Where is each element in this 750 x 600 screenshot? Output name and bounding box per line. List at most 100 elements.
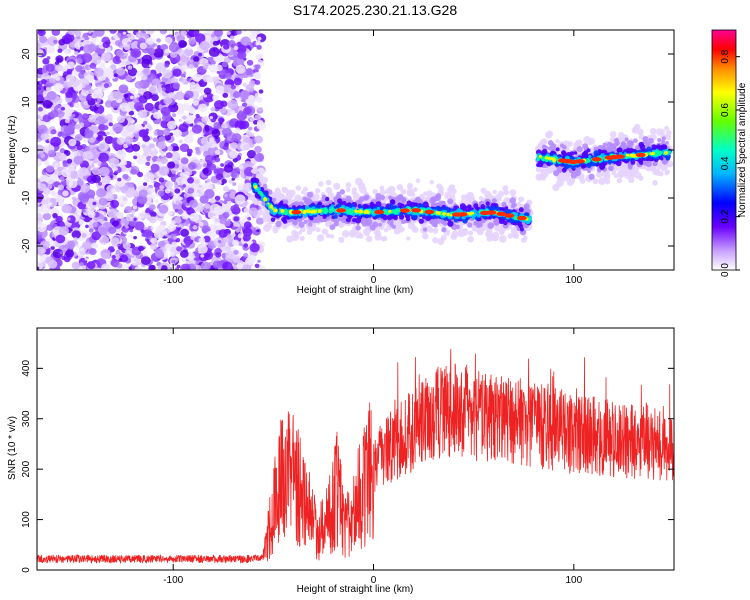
- spectrogram-noise-blob: [233, 77, 242, 86]
- spectrogram-noise-blob: [174, 216, 182, 223]
- spectrogram-noise-blob: [180, 157, 189, 165]
- spectrogram-noise-blob: [76, 144, 83, 151]
- spectrogram-noise-blob: [230, 84, 237, 90]
- spectrogram-signal-blob: [303, 219, 308, 225]
- spectrogram-signal-blob: [415, 178, 421, 183]
- spectrogram-noise-blob: [122, 241, 131, 250]
- spectrogram-signal-blob: [257, 209, 264, 216]
- spectrogram-noise-blob: [85, 224, 89, 229]
- spectrogram-noise-blob: [158, 204, 169, 214]
- spectrogram-signal-blob: [633, 138, 638, 144]
- spectrogram-noise-blob: [144, 102, 154, 112]
- spectrogram-noise-blob: [204, 62, 209, 67]
- spectrogram-noise-blob: [50, 250, 54, 254]
- spectrogram-noise-blob: [215, 252, 222, 258]
- spectrogram-noise-blob: [128, 234, 132, 238]
- spectrogram-noise-blob: [186, 78, 191, 82]
- spectrogram-noise-blob: [130, 119, 136, 124]
- spectrogram-noise-blob: [212, 76, 220, 83]
- spectrogram-signal-blob: [582, 143, 589, 150]
- spectrogram-noise-blob: [239, 120, 250, 130]
- spectrogram-noise-blob: [175, 200, 180, 205]
- spectrogram-noise-blob: [73, 155, 84, 165]
- spectrogram-signal-blob: [539, 139, 545, 145]
- spectrogram-noise-blob: [221, 122, 228, 129]
- spectrogram-noise-blob: [151, 147, 155, 152]
- spectrogram-noise-blob: [229, 35, 235, 40]
- spectrogram-noise-blob: [170, 151, 181, 161]
- spectrogram-noise-blob: [105, 78, 110, 83]
- spectrogram-noise-blob: [66, 158, 73, 164]
- spectrogram-noise-blob: [131, 209, 136, 214]
- spectrogram-noise-blob: [43, 159, 50, 166]
- spectrogram-noise-blob: [246, 130, 251, 134]
- spectrogram-noise-blob: [39, 203, 51, 214]
- spectrogram-noise-blob: [223, 200, 228, 205]
- spectrogram-noise-blob: [150, 226, 155, 230]
- spectrogram-noise-blob: [110, 237, 120, 246]
- spectrogram-signal-blob: [486, 235, 493, 242]
- spectrogram-signal-blob: [379, 185, 385, 191]
- spectrogram-noise-blob: [76, 179, 84, 186]
- spectrogram-noise-blob: [254, 263, 260, 268]
- spectrogram-signal-blob: [379, 194, 386, 201]
- spectrogram-noise-blob: [95, 188, 107, 198]
- spectrogram-noise-blob: [231, 232, 236, 238]
- spectrogram-noise-blob: [37, 212, 44, 222]
- spectrogram-noise-blob: [122, 31, 127, 35]
- spectrogram-noise-blob: [81, 208, 86, 213]
- spectrogram-noise-blob: [181, 115, 187, 120]
- spectrogram-signal-blob: [628, 176, 635, 184]
- spectrogram-noise-blob: [93, 158, 99, 164]
- spectrogram-noise-blob: [75, 244, 80, 248]
- spectrogram-noise-blob: [127, 65, 133, 70]
- spectrogram-noise-blob: [67, 217, 71, 221]
- spectrogram-noise-blob: [79, 193, 90, 203]
- spectrogram-noise-blob: [77, 150, 84, 157]
- spectrogram-noise-blob: [257, 107, 264, 112]
- spectrogram-noise-blob: [60, 106, 66, 111]
- spectrogram-noise-blob: [42, 212, 52, 221]
- spectrogram-noise-blob: [222, 236, 229, 243]
- spectrogram-noise-blob: [221, 178, 227, 184]
- spectrogram-noise-blob: [55, 64, 64, 72]
- spectrogram-signal-blob: [345, 187, 351, 193]
- spectrogram-noise-blob: [157, 72, 162, 77]
- spectrogram-noise-blob: [78, 221, 83, 225]
- spectrogram-noise-blob: [151, 78, 161, 87]
- spectrogram-noise-blob: [74, 124, 81, 130]
- spectrogram-noise-blob: [59, 148, 66, 154]
- spectrogram-noise-blob: [73, 237, 78, 241]
- spectrogram-noise-blob: [37, 138, 42, 143]
- spectrogram-noise-blob: [233, 45, 239, 51]
- spectrogram-noise-blob: [55, 234, 66, 244]
- spectrogram-noise-blob: [40, 248, 46, 254]
- spectrogram-noise-blob: [247, 216, 252, 221]
- spectrogram-noise-blob: [173, 146, 180, 152]
- spectrogram-noise-blob: [111, 255, 116, 260]
- spectrogram-noise-blob: [133, 101, 144, 111]
- spectrogram-noise-blob: [88, 248, 97, 256]
- spectrogram-noise-blob: [189, 81, 196, 88]
- spectrogram-noise-blob: [137, 245, 145, 252]
- spectrogram-noise-blob: [40, 132, 49, 141]
- spectrogram-noise-blob: [104, 100, 113, 108]
- spectrogram-noise-blob: [243, 106, 252, 115]
- spectrogram-noise-blob: [37, 94, 45, 105]
- spectrogram-noise-blob: [57, 48, 63, 54]
- spectrogram-noise-blob: [164, 188, 171, 194]
- spectrogram-noise-blob: [175, 238, 181, 243]
- spectrogram-noise-blob: [171, 241, 178, 248]
- spectrogram-noise-blob: [253, 120, 259, 125]
- spectrogram-noise-blob: [172, 82, 181, 90]
- spectrogram-noise-blob: [112, 55, 122, 65]
- spectrogram-noise-blob: [79, 262, 84, 267]
- spectrogram-noise-blob: [37, 87, 41, 91]
- spectrogram-noise-blob: [81, 113, 90, 120]
- spectrogram-noise-blob: [41, 45, 45, 49]
- spectrogram-noise-blob: [224, 72, 232, 80]
- spectrogram-signal-blob: [615, 140, 620, 146]
- spectrogram-signal-blob: [389, 222, 395, 228]
- spectrogram-noise-blob: [199, 40, 210, 51]
- spectrogram-noise-blob: [222, 92, 229, 98]
